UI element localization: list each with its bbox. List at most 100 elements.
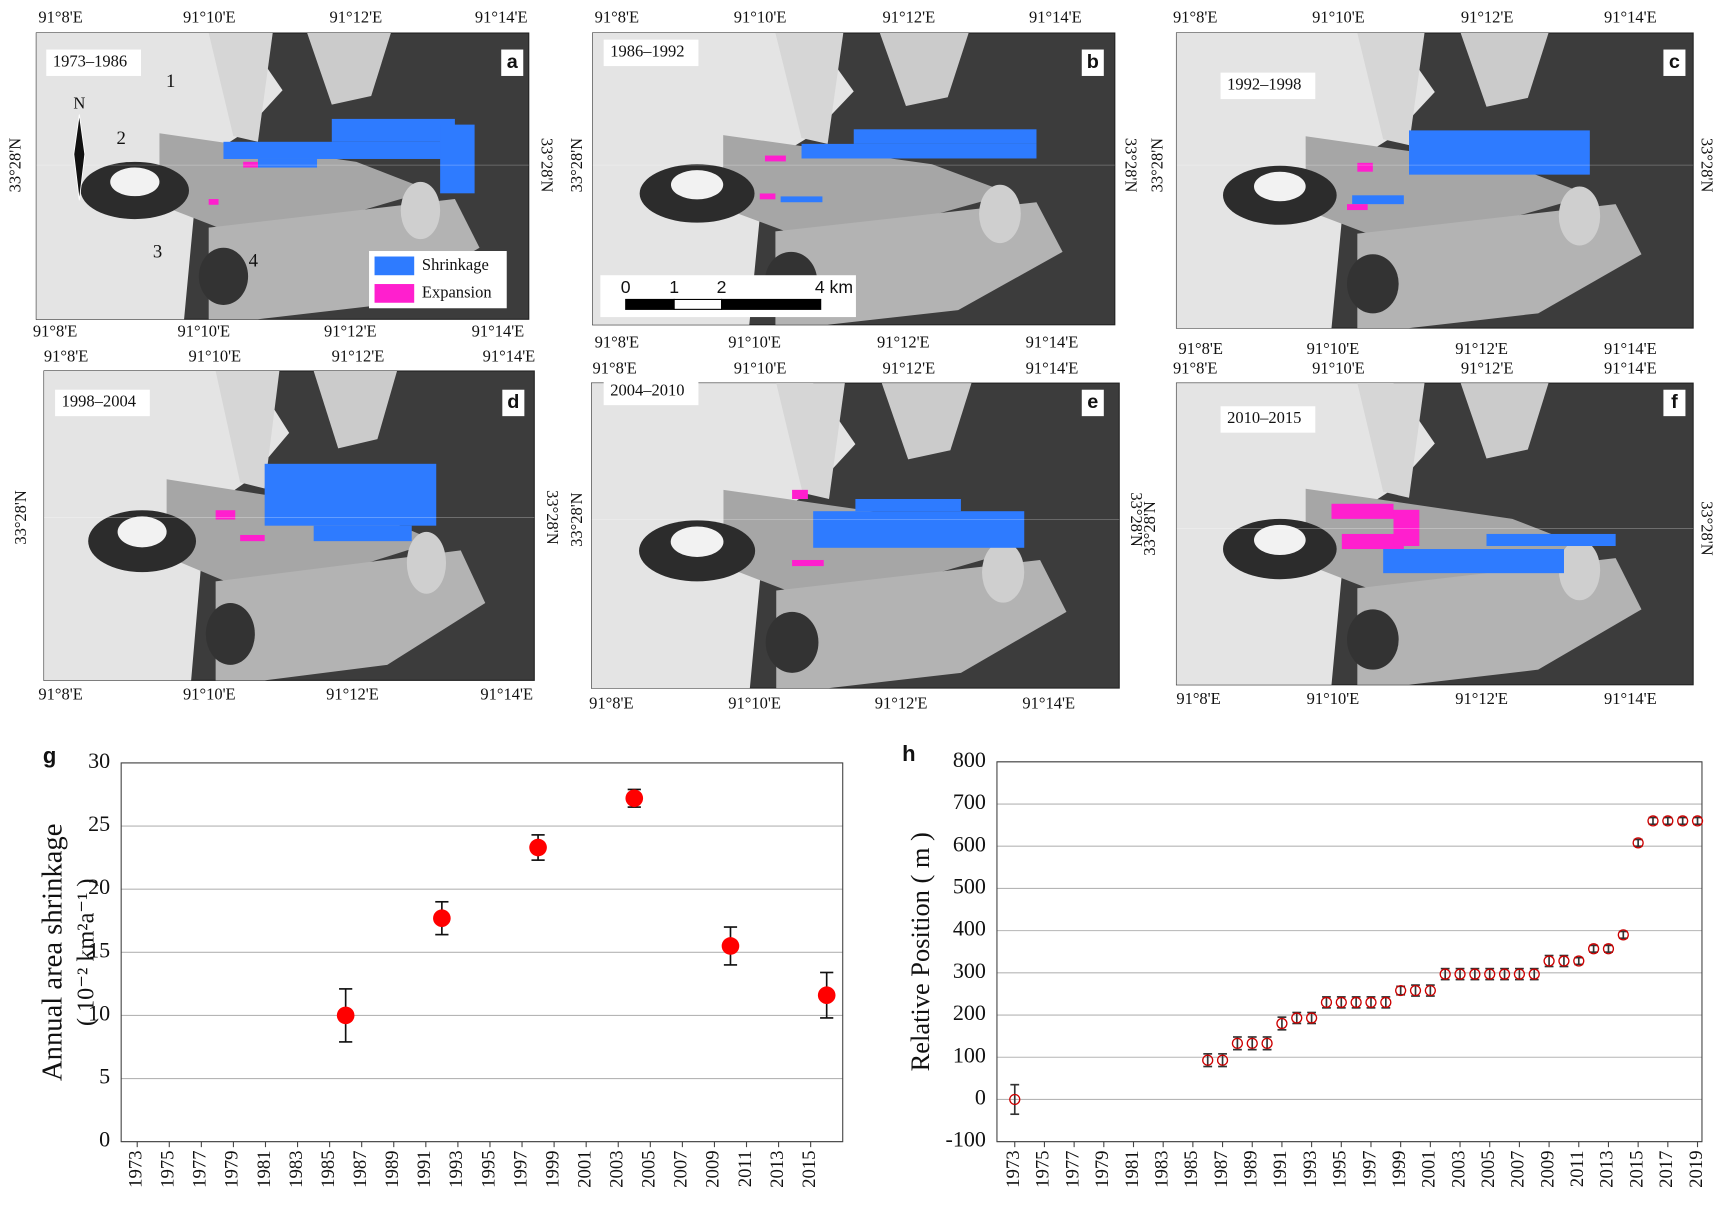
y-tick-label: 200 xyxy=(953,1000,986,1025)
longitude-label: 91°12'E xyxy=(326,685,379,704)
period-box xyxy=(1220,72,1316,100)
data-point xyxy=(1350,996,1362,1008)
expansion-area xyxy=(1331,503,1394,519)
x-tick-label: 1983 xyxy=(286,1150,307,1187)
y-axis-label: Relative Position ( m ) xyxy=(905,832,935,1071)
latitude-label: 33°28'N xyxy=(5,138,24,193)
panel-letter-box xyxy=(501,49,524,76)
longitude-label: 91°12'E xyxy=(324,321,377,340)
data-point xyxy=(1528,968,1540,980)
x-tick-label: 2017 xyxy=(1656,1150,1677,1187)
shrinkage-area xyxy=(440,124,475,194)
period-box xyxy=(55,389,150,417)
x-tick-label: 1993 xyxy=(1300,1150,1321,1187)
y-tick-label: 600 xyxy=(953,831,986,856)
period-label: 1973–1986 xyxy=(53,52,127,71)
x-tick-label: 1991 xyxy=(1270,1150,1291,1187)
longitude-label: 91°12'E xyxy=(332,347,385,366)
x-tick-label: 2015 xyxy=(799,1150,820,1187)
glacier-ridge xyxy=(1460,33,1549,107)
x-tick-label: 1993 xyxy=(446,1150,467,1187)
data-point xyxy=(1632,837,1644,849)
y-tick-label: 25 xyxy=(88,811,110,836)
shrinkage-area xyxy=(801,143,1037,159)
x-tick-label: 2009 xyxy=(703,1150,724,1187)
data-point xyxy=(721,937,740,955)
longitude-label: 91°10'E xyxy=(183,685,236,704)
longitude-label: 91°14'E xyxy=(1604,359,1657,378)
glacier-tongue xyxy=(1357,383,1425,498)
snow-patch xyxy=(670,170,724,200)
y-axis-label: Annual area shrinkage xyxy=(37,824,69,1081)
data-point xyxy=(1424,984,1436,997)
period-box xyxy=(603,378,699,406)
x-tick-label: 1981 xyxy=(1122,1150,1143,1187)
legend-swatch xyxy=(374,284,415,303)
y-tick-label: 0 xyxy=(975,1084,986,1109)
rock-outcrop xyxy=(979,184,1021,244)
data-point xyxy=(1439,968,1451,980)
y-tick-label: 30 xyxy=(88,748,110,773)
data-point xyxy=(1291,1012,1303,1024)
longitude-label: 91°10'E xyxy=(1307,339,1360,358)
longitude-label: 91°12'E xyxy=(1461,8,1514,27)
scale-segment xyxy=(673,298,723,310)
snow-patch xyxy=(117,516,167,548)
panel-letter-box xyxy=(1081,389,1104,417)
x-tick-label: 1985 xyxy=(318,1150,339,1187)
glacier-number: 4 xyxy=(249,250,259,271)
panel-letter-box xyxy=(1663,49,1686,76)
rock-outcrop xyxy=(982,541,1025,603)
snow-patch xyxy=(1254,524,1306,556)
glacier-number: 2 xyxy=(116,128,125,149)
scale-label: 0 xyxy=(621,277,631,297)
shrinkage-area xyxy=(855,498,961,512)
x-tick-label: 1973 xyxy=(1003,1150,1024,1187)
period-label: 1992–1998 xyxy=(1227,75,1301,94)
period-box xyxy=(46,49,142,76)
data-point xyxy=(1484,968,1496,980)
data-point xyxy=(1647,815,1659,827)
panel-letter: b xyxy=(1087,51,1099,73)
x-tick-label: 1989 xyxy=(382,1150,403,1187)
data-point xyxy=(1662,815,1674,827)
longitude-label: 91°10'E xyxy=(728,332,781,351)
longitude-label: 91°12'E xyxy=(329,8,382,27)
latitude-label: 33°28'N xyxy=(1140,501,1159,556)
y-tick-label: 700 xyxy=(953,789,986,814)
rock-outcrop xyxy=(406,531,447,594)
longitude-label: 91°10'E xyxy=(1312,359,1365,378)
main-glacier xyxy=(166,479,437,588)
data-point xyxy=(1246,1037,1258,1049)
data-point xyxy=(1231,1037,1244,1049)
latitude-label: 33°28'N xyxy=(567,138,586,193)
panel-letter: d xyxy=(507,391,519,413)
north-arrow xyxy=(73,114,86,201)
expansion-area xyxy=(1357,162,1373,172)
x-tick-label: 1995 xyxy=(1330,1150,1351,1187)
shrinkage-area xyxy=(853,129,1037,144)
expansion-area xyxy=(208,199,219,205)
x-tick-label: 1997 xyxy=(510,1150,531,1187)
shrinkage-area xyxy=(264,463,437,526)
expansion-area xyxy=(759,193,776,200)
y-axis-label: ( 10⁻² km²a⁻¹ ) xyxy=(73,879,100,1027)
expansion-area xyxy=(243,161,258,168)
x-tick-label: 1981 xyxy=(254,1150,275,1187)
data-point xyxy=(1573,955,1585,967)
period-box xyxy=(603,39,699,67)
rock-outcrop xyxy=(1558,186,1601,246)
shrinkage-area xyxy=(331,118,455,142)
longitude-label: 91°10'E xyxy=(734,359,787,378)
expansion-area xyxy=(792,489,808,499)
data-point xyxy=(1409,984,1422,997)
longitude-label: 91°14'E xyxy=(1604,8,1657,27)
snow-patch xyxy=(110,167,160,197)
x-tick-label: 2013 xyxy=(1597,1150,1618,1187)
dark-basin xyxy=(1347,609,1399,670)
north-label: N xyxy=(73,93,85,112)
scale-label: 2 xyxy=(717,277,727,297)
x-tick-label: 1987 xyxy=(350,1150,371,1187)
data-point xyxy=(1498,968,1511,980)
